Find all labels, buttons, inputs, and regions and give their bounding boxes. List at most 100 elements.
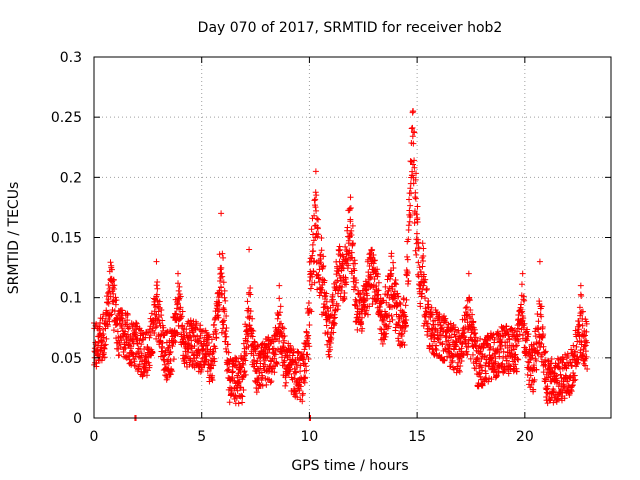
data-point [358,320,365,327]
data-point [347,204,354,211]
data-point [434,335,441,342]
data-point [193,320,200,327]
data-point [138,327,145,334]
data-point [287,366,294,373]
data-point [219,318,226,325]
data-point [304,351,311,358]
data-point [583,353,590,360]
data-point [110,327,117,334]
data-point [329,296,336,303]
data-point [311,279,318,286]
data-point [98,357,105,364]
data-point [310,237,317,244]
data-point [514,355,521,362]
data-point [274,360,281,367]
data-point [339,283,346,290]
data-point [324,305,331,312]
data-point [105,282,112,289]
data-point [305,355,312,362]
data-point [513,368,520,375]
data-point [146,334,153,341]
data-point [262,361,269,368]
data-point [210,349,217,356]
data-point [432,345,439,352]
data-point [305,300,312,307]
data-point [512,343,519,350]
data-point [197,332,204,339]
data-point [376,308,383,315]
data-point [237,384,244,391]
data-point [331,314,338,321]
data-point [291,375,298,382]
data-point [116,352,123,359]
data-point [239,399,246,406]
data-point [238,392,245,399]
data-point [191,343,198,350]
data-point [413,211,420,218]
data-point [574,360,581,367]
data-point [247,291,254,298]
data-point [581,332,588,339]
data-point [106,288,113,295]
data-point [538,313,545,320]
data-point [413,240,420,247]
data-point [515,338,522,345]
data-point [508,342,515,349]
data-point [310,231,317,238]
data-point [476,363,483,370]
data-point [272,351,279,358]
data-point [527,372,534,379]
data-point [280,343,287,350]
data-point [155,308,162,315]
data-point [367,273,374,280]
y-tick-label: 0.25 [51,110,82,126]
data-point [479,367,486,374]
data-point [574,353,581,360]
data-point [308,308,315,315]
data-point [421,279,428,286]
data-point [114,328,121,335]
data-point [147,332,154,339]
data-point [449,325,456,332]
data-point [99,338,106,345]
data-point [464,351,471,358]
data-point [524,333,531,340]
data-point [362,310,369,317]
data-point [535,325,542,332]
data-point [253,343,260,350]
data-point [244,338,251,345]
data-point [306,321,313,328]
data-point [331,311,338,318]
data-point [519,270,526,277]
data-point [198,358,205,365]
data-point [412,176,419,183]
data-point [380,317,387,324]
data-point [444,353,451,360]
data-point [259,382,266,389]
data-point [355,290,362,297]
data-point [518,301,525,308]
data-point [413,170,420,177]
data-point [414,203,421,210]
data-point [581,356,588,363]
data-point [128,359,135,366]
data-point [410,140,417,147]
data-point [390,259,397,266]
data-point [569,362,576,369]
data-point [292,369,299,376]
data-point [161,361,168,368]
data-point [245,343,252,350]
data-point [281,333,288,340]
data-point [336,243,343,250]
data-point [491,336,498,343]
data-point [570,342,577,349]
data-point [525,331,532,338]
data-point [210,362,217,369]
data-point [420,322,427,329]
data-point [336,247,343,254]
data-point [411,208,418,215]
data-point [488,357,495,364]
x-tick-label: 20 [516,429,534,445]
data-point [381,326,388,333]
data-point [345,262,352,269]
